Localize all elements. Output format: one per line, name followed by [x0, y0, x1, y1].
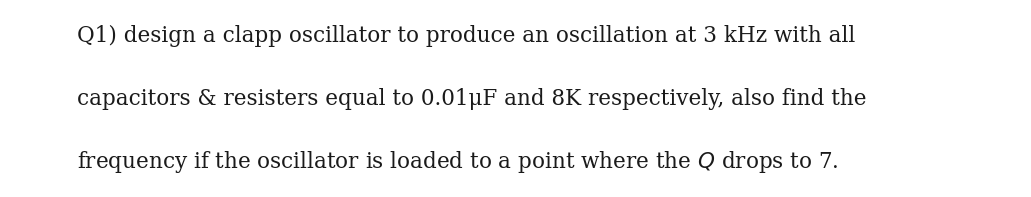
Text: frequency if the oscillator is loaded to a point where the $Q$ drops to 7.: frequency if the oscillator is loaded to…	[77, 149, 839, 175]
Text: capacitors & resisters equal to 0.01μF and 8K respectively, also find the: capacitors & resisters equal to 0.01μF a…	[77, 87, 867, 110]
Text: Q1) design a clapp oscillator to produce an oscillation at 3 kHz with all: Q1) design a clapp oscillator to produce…	[77, 24, 856, 46]
